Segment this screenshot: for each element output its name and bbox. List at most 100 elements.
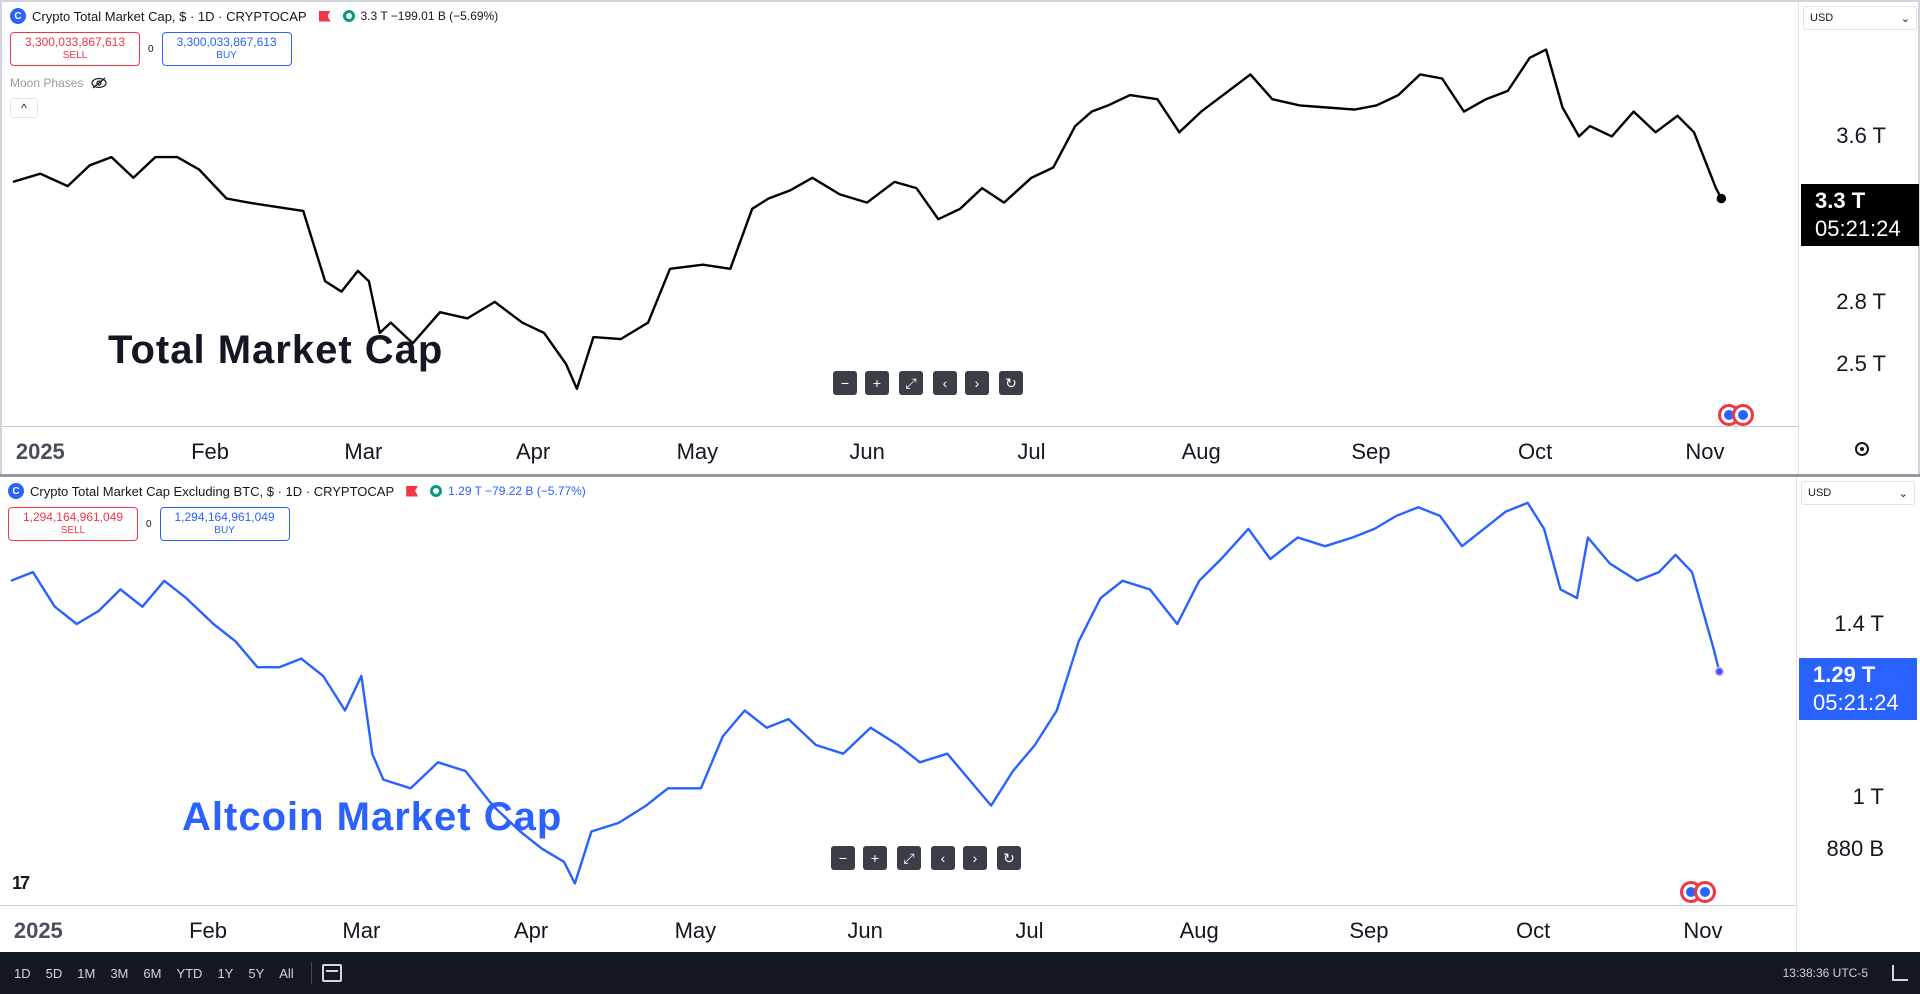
gear-icon[interactable] (1855, 442, 1869, 456)
scroll-left-button[interactable]: ‹ (931, 846, 955, 870)
reset-chart-button[interactable]: ↻ (999, 371, 1023, 395)
top-time-axis[interactable]: 2025 Feb Mar Apr May Jun Jul Aug Sep Oct Nov (2, 426, 1798, 476)
bottom-y-tick: 880 B (1826, 835, 1885, 861)
top-last-price: 3.3 T (1815, 188, 1866, 214)
bottom-events-icon[interactable] (1680, 881, 1722, 903)
top-buy-button[interactable]: 3,300,033,867,613 BUY (161, 32, 292, 66)
bottom-spread: 0 (146, 518, 152, 530)
bottom-buy-price: 1,294,164,961,049 (174, 510, 275, 524)
timeframe-all[interactable]: All (279, 965, 294, 981)
flag-icon[interactable] (318, 10, 331, 22)
collapse-indicators-button[interactable]: ^ (10, 98, 38, 118)
moon-phases-label: Moon Phases (10, 76, 84, 90)
top-price-scale[interactable]: USD ⌄ 3.3 T 05:21:24 3.6 T 2.8 T 2.5 T (1798, 2, 1920, 474)
top-countdown: 05:21:24 (1815, 216, 1901, 242)
timeframe-3m[interactable]: 3M (110, 965, 129, 981)
fit-expand-button[interactable]: ⤢ (897, 846, 921, 870)
bottom-currency-label: USD (1808, 487, 1832, 499)
timeframe-1d[interactable]: 1D (14, 965, 31, 981)
bottom-sell-button[interactable]: 1,294,164,961,049 SELL (8, 507, 138, 541)
eye-hidden-icon[interactable] (91, 77, 107, 89)
top-events-icon[interactable] (1718, 404, 1760, 426)
timeframe-list: 1D 5D 1M 3M 6M YTD 1Y 5Y All (14, 966, 309, 981)
bottom-chart-svg (10, 501, 1725, 885)
timeframe-1m[interactable]: 1M (77, 965, 96, 981)
bottom-x-tick-nov: Nov (1683, 918, 1723, 943)
bottom-x-tick-sep: Sep (1349, 918, 1389, 943)
clock[interactable]: 13:38:36 UTC-5 (1782, 966, 1868, 980)
top-plot-area[interactable]: C Crypto Total Market Cap, $ · 1D · CRYP… (2, 2, 1798, 426)
scroll-right-button[interactable]: › (965, 371, 989, 395)
bottom-x-tick-jun: Jun (847, 918, 883, 943)
calendar-icon[interactable] (321, 964, 342, 982)
toolbar-divider (310, 962, 312, 984)
top-x-tick-sep: Sep (1351, 439, 1391, 464)
reset-chart-button[interactable]: ↻ (997, 846, 1021, 870)
timeframe-6m[interactable]: 6M (143, 965, 162, 981)
top-last-point (1716, 193, 1727, 204)
bottom-legend: C Crypto Total Market Cap Excluding BTC,… (8, 483, 586, 499)
bottom-x-tick-jul: Jul (1015, 918, 1044, 943)
zoom-in-button[interactable]: + (865, 371, 889, 395)
top-x-tick-oct: Oct (1518, 439, 1553, 464)
top-x-tick-2025: 2025 (15, 439, 65, 464)
bottom-chart-title: Altcoin Market Cap (182, 795, 563, 839)
bottom-sell-price: 1,294,164,961,049 (22, 510, 124, 524)
top-symbol-title[interactable]: Crypto Total Market Cap, $ · 1D · CRYPTO… (32, 8, 307, 24)
fit-expand-button[interactable]: ⤢ (899, 371, 923, 395)
moon-phases-indicator[interactable]: Moon Phases (10, 76, 107, 90)
top-x-tick-mar: Mar (344, 439, 383, 464)
top-ohlc-values: 3.3 T −199.01 B (−5.69%) (360, 9, 499, 23)
bottom-symbol-title[interactable]: Crypto Total Market Cap Excluding BTC, $… (30, 483, 395, 499)
top-chart-pane[interactable]: C Crypto Total Market Cap, $ · 1D · CRYP… (0, 0, 1920, 474)
bottom-series-line (10, 501, 1721, 885)
fullscreen-icon[interactable] (1892, 965, 1908, 981)
top-x-tick-jun: Jun (849, 439, 885, 464)
bottom-chart-pane[interactable]: C Crypto Total Market Cap Excluding BTC,… (0, 474, 1920, 955)
scroll-left-button[interactable]: ‹ (933, 371, 957, 395)
top-last-price-label: 3.3 T 05:21:24 (1801, 184, 1919, 247)
bottom-last-price-label: 1.29 T 05:21:24 (1799, 657, 1917, 720)
tradingview-logo[interactable]: 17 (12, 873, 30, 893)
bottom-trade-buttons: 1,294,164,961,049 SELL 0 1,294,164,961,0… (8, 507, 290, 541)
bottom-y-tick: 1 T (1852, 783, 1884, 809)
bottom-time-axis[interactable]: 2025 Feb Mar Apr May Jun Jul Aug Sep Oct Nov (0, 905, 1796, 955)
bottom-x-tick-mar: Mar (342, 918, 381, 943)
top-x-tick-may: May (676, 439, 719, 464)
bottom-nav-controls: − + ⤢ ‹ › ↻ (831, 846, 1021, 870)
flag-icon[interactable] (406, 485, 419, 497)
top-currency-label: USD (1810, 12, 1834, 24)
top-x-tick-apr: Apr (516, 439, 551, 464)
timeframe-1y[interactable]: 1Y (217, 965, 234, 981)
bottom-currency-select[interactable]: USD ⌄ (1801, 481, 1915, 505)
bottom-plot-area[interactable]: C Crypto Total Market Cap Excluding BTC,… (0, 477, 1796, 905)
bottom-buy-label: BUY (214, 525, 235, 536)
zoom-out-button[interactable]: − (833, 371, 857, 395)
chevron-down-icon: ⌄ (1900, 12, 1910, 25)
top-x-tick-aug: Aug (1181, 439, 1221, 464)
zoom-out-button[interactable]: − (831, 846, 855, 870)
bottom-price-scale[interactable]: USD ⌄ 1.29 T 05:21:24 1.4 T 1 T 880 B (1796, 477, 1920, 955)
top-sell-price: 3,300,033,867,613 (24, 35, 126, 49)
bottom-x-tick-feb: Feb (189, 918, 228, 943)
timeframe-5d[interactable]: 5D (45, 965, 63, 981)
bottom-x-tick-apr: Apr (514, 918, 549, 943)
top-spread: 0 (148, 43, 154, 55)
bottom-last-point (1714, 666, 1725, 677)
bottom-x-tick-may: May (674, 918, 717, 943)
top-sell-button[interactable]: 3,300,033,867,613 SELL (10, 32, 140, 66)
bottom-buy-button[interactable]: 1,294,164,961,049 BUY (159, 507, 290, 541)
zoom-in-button[interactable]: + (863, 846, 887, 870)
timeframe-ytd[interactable]: YTD (176, 965, 203, 981)
top-sell-label: SELL (62, 50, 88, 61)
timeframe-5y[interactable]: 5Y (248, 965, 265, 981)
top-currency-select[interactable]: USD ⌄ (1803, 6, 1917, 30)
scroll-right-button[interactable]: › (963, 846, 987, 870)
bottom-countdown: 05:21:24 (1813, 689, 1899, 715)
bottom-y-tick: 1.4 T (1834, 610, 1884, 636)
top-y-tick: 2.8 T (1836, 288, 1886, 314)
top-buy-label: BUY (216, 50, 237, 61)
top-trade-buttons: 3,300,033,867,613 SELL 0 3,300,033,867,6… (10, 32, 292, 66)
market-status-icon (430, 485, 443, 497)
top-buy-price: 3,300,033,867,613 (176, 35, 277, 49)
